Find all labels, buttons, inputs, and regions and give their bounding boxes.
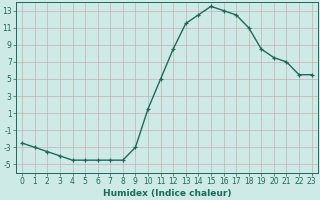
X-axis label: Humidex (Indice chaleur): Humidex (Indice chaleur) [103,189,231,198]
